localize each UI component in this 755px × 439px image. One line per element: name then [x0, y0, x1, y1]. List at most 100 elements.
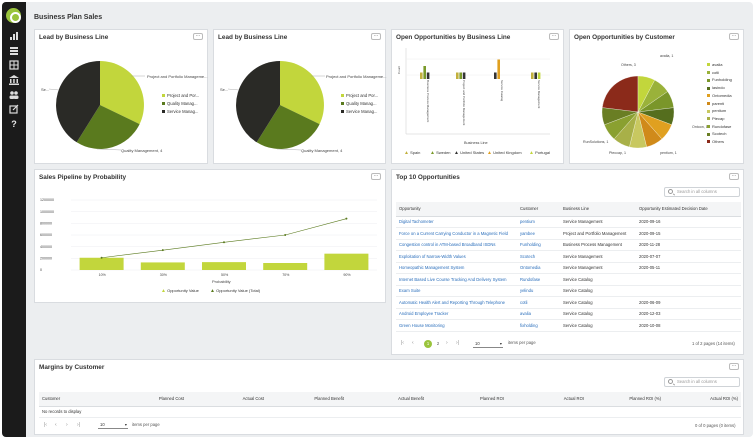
- legend-item[interactable]: lasindo: [707, 85, 725, 90]
- table-cell[interactable]: Ontomedia: [517, 262, 560, 274]
- table-row[interactable]: Green House Monitoring fixholding Service …: [396, 319, 741, 332]
- column-header[interactable]: Business Line: [560, 202, 636, 217]
- first-page-button[interactable]: |‹: [401, 340, 404, 346]
- last-page-button[interactable]: ›|: [77, 422, 80, 428]
- bar-opportunity-value[interactable]: [79, 257, 124, 270]
- legend-item[interactable]: Quality Manag...: [341, 101, 377, 106]
- page-size-select[interactable]: 10 ▾: [98, 422, 128, 429]
- next-page-button[interactable]: ›: [66, 422, 68, 428]
- legend-item[interactable]: Service Manag...: [162, 109, 198, 114]
- bar-united-kingdom[interactable]: [497, 59, 500, 80]
- last-page-button[interactable]: ›|: [456, 340, 459, 346]
- app-logo-icon[interactable]: [6, 8, 21, 23]
- card-menu-button[interactable]: ...: [729, 363, 739, 370]
- column-header[interactable]: Customer: [517, 202, 560, 217]
- table-cell[interactable]: Automatic Health Alert and Reporting Thr…: [396, 296, 517, 309]
- table-cell[interactable]: Digital Tachometer: [396, 216, 517, 228]
- search-input[interactable]: Search in all columns: [664, 187, 740, 197]
- table-cell[interactable]: Funholding: [517, 239, 560, 251]
- line-point-total[interactable]: [345, 217, 348, 220]
- bar-united-states[interactable]: [462, 72, 466, 80]
- column-header[interactable]: Customer: [39, 392, 107, 407]
- table-cell[interactable]: yelindu: [517, 285, 560, 297]
- legend-item[interactable]: Project and Por...: [341, 93, 378, 98]
- prev-page-button[interactable]: ‹: [55, 422, 57, 428]
- table-cell[interactable]: Green House Monitoring: [396, 319, 517, 332]
- table-row[interactable]: Force on a Current Carrying Conductor in…: [396, 227, 741, 240]
- table-cell[interactable]: yambee: [517, 227, 560, 240]
- column-header[interactable]: Actual Benefit: [347, 392, 427, 407]
- bar-opportunity-value[interactable]: [140, 262, 185, 270]
- legend-item[interactable]: Quality Manag...: [162, 101, 198, 106]
- legend-item[interactable]: ▲ Portugal: [529, 150, 550, 156]
- column-header[interactable]: Planned ROI: [427, 392, 507, 407]
- table-row[interactable]: Internet Based Live Course Tracking And …: [396, 273, 741, 286]
- legend-item[interactable]: ▲ United States: [454, 150, 485, 156]
- table-row[interactable]: Congestion control in ATM-based Broadban…: [396, 239, 741, 251]
- column-header[interactable]: Opportunity Estimated Decision Date: [636, 202, 741, 217]
- bar-portugal[interactable]: [537, 72, 541, 80]
- legend-item[interactable]: cotli: [707, 70, 719, 75]
- legend-item[interactable]: ▲ United Kingdom: [487, 150, 522, 156]
- pie-slice-project-portfolio[interactable]: [100, 61, 144, 125]
- bar-united-states[interactable]: [494, 72, 497, 80]
- column-header[interactable]: Actual ROI: [507, 392, 587, 407]
- table-cell[interactable]: fixholding: [517, 319, 560, 332]
- column-header[interactable]: Opportunity: [396, 202, 517, 217]
- table-cell[interactable]: avalia: [517, 308, 560, 320]
- line-point-total[interactable]: [100, 256, 103, 259]
- bar-spain[interactable]: [456, 72, 459, 80]
- export-icon[interactable]: [9, 104, 19, 114]
- legend-item[interactable]: parenti: [707, 101, 724, 106]
- list-icon[interactable]: [9, 60, 19, 70]
- bank-icon[interactable]: [9, 75, 19, 85]
- legend-item[interactable]: Project and Por...: [162, 93, 199, 98]
- table-row[interactable]: Exploitation of Narrow-Width Values Scote…: [396, 250, 741, 263]
- grid-icon[interactable]: [9, 46, 19, 56]
- bar-opportunity-value[interactable]: [263, 263, 308, 270]
- bar-united-states[interactable]: [534, 72, 537, 80]
- pie-slice-others[interactable]: [602, 75, 639, 113]
- help-icon[interactable]: ?: [11, 119, 17, 129]
- card-menu-button[interactable]: ...: [193, 33, 203, 40]
- dashboard-icon[interactable]: [9, 31, 19, 41]
- card-menu-button[interactable]: ...: [729, 173, 739, 180]
- legend-item[interactable]: Scotech: [707, 131, 726, 136]
- bar-sweden[interactable]: [459, 72, 462, 80]
- table-cell[interactable]: Congestion control in ATM-based Broadban…: [396, 239, 517, 251]
- legend-item[interactable]: Service Manag...: [341, 109, 377, 114]
- legend-item[interactable]: ▲ Opportunity Value (Total): [210, 288, 261, 294]
- table-row[interactable]: Exam Suite yelindu Service Catalog: [396, 285, 741, 297]
- legend-item[interactable]: Ptecap: [707, 116, 724, 121]
- legend-item[interactable]: ▲ Opportunity Value: [161, 288, 199, 294]
- column-header[interactable]: Planned ROI (%): [587, 392, 664, 407]
- legend-item[interactable]: avalia: [707, 62, 722, 67]
- table-cell[interactable]: Force on a Current Carrying Conductor in…: [396, 227, 517, 240]
- table-row[interactable]: Android Employee Tracker avalia Service Ca…: [396, 308, 741, 320]
- legend-item[interactable]: Rundofase: [707, 124, 731, 129]
- bar-spain[interactable]: [531, 72, 534, 80]
- bar-spain[interactable]: [420, 72, 423, 80]
- card-menu-button[interactable]: ...: [371, 173, 381, 180]
- table-row[interactable]: Digital Tachometer pentium Service Managem…: [396, 216, 741, 228]
- table-cell[interactable]: Scotech: [517, 250, 560, 263]
- next-page-button[interactable]: ›: [446, 340, 448, 346]
- line-point-total[interactable]: [223, 241, 225, 244]
- bar-united-states[interactable]: [426, 72, 430, 80]
- line-point-total[interactable]: [284, 234, 287, 236]
- table-cell[interactable]: Android Employee Tracker: [396, 308, 517, 320]
- legend-item[interactable]: Funholding: [707, 77, 732, 82]
- pie-slice-scotech[interactable]: [601, 107, 639, 125]
- card-menu-button[interactable]: ...: [729, 33, 739, 40]
- table-cell[interactable]: Homeopathic Management System: [396, 262, 517, 274]
- column-header[interactable]: Planned Cost: [107, 392, 187, 407]
- table-cell[interactable]: pentium: [517, 216, 560, 228]
- bar-opportunity-value[interactable]: [324, 253, 369, 270]
- table-cell[interactable]: cotli: [517, 296, 560, 309]
- pie-slice-quality[interactable]: [256, 105, 320, 149]
- column-header[interactable]: Planned Benefit: [267, 392, 347, 407]
- table-cell[interactable]: Rundofase: [517, 273, 560, 286]
- legend-item[interactable]: ▲ Spain: [404, 150, 421, 156]
- table-cell[interactable]: Exploitation of Narrow-Width Values: [396, 250, 517, 263]
- card-menu-button[interactable]: ...: [371, 33, 381, 40]
